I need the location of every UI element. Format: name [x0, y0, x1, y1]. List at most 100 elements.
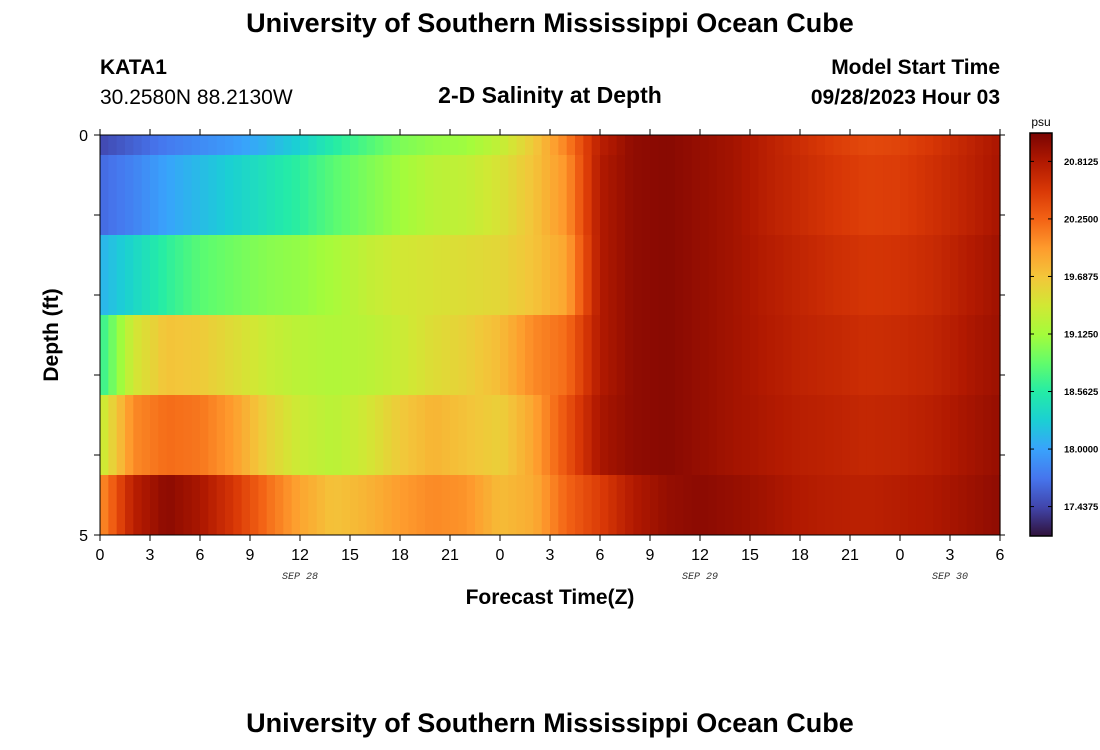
- heatmap-cell: [458, 475, 468, 536]
- heatmap-cell: [208, 395, 218, 476]
- heatmap-cell: [350, 315, 359, 396]
- heatmap-cell: [425, 135, 434, 156]
- heatmap-cell: [258, 235, 268, 316]
- heatmap-cell: [850, 315, 859, 396]
- heatmap-cell: [450, 135, 459, 156]
- heatmap-cell: [175, 315, 184, 396]
- x-tick-label: 9: [646, 547, 655, 564]
- heatmap-cell: [583, 315, 593, 396]
- heatmap-cell: [133, 475, 143, 536]
- heatmap-cell: [975, 395, 984, 476]
- heatmap-cell: [408, 395, 418, 476]
- colorbar-ticks: 20.8125 20.2500 19.6875 19.1250 18.5625 18.00…: [1030, 157, 1099, 513]
- heatmap-cell: [858, 135, 868, 156]
- heatmap-cell: [691, 155, 701, 236]
- heatmap-cell: [150, 315, 159, 396]
- heatmap-cell: [875, 135, 884, 156]
- heatmap-cell: [933, 395, 943, 476]
- x-tick-label: 6: [596, 547, 605, 564]
- heatmap-cell: [683, 155, 693, 236]
- heatmap-cell: [750, 475, 759, 536]
- heatmap-cell: [858, 155, 868, 236]
- heatmap-cell: [333, 155, 343, 236]
- heatmap-cell: [325, 315, 334, 396]
- heatmap-cell: [366, 315, 376, 396]
- x-date-label: SEP 29: [682, 572, 718, 583]
- heatmap-cell: [275, 235, 284, 316]
- heatmap-cell: [400, 135, 409, 156]
- heatmap-cell: [500, 235, 509, 316]
- heatmap-cell: [650, 235, 659, 316]
- heatmap-cell: [166, 135, 176, 156]
- heatmap-cell: [883, 135, 893, 156]
- heatmap-cell: [450, 475, 459, 536]
- heatmap-cell: [525, 155, 534, 236]
- heatmap-cell: [983, 315, 993, 396]
- heatmap-cell: [700, 315, 709, 396]
- heatmap-cell: [516, 475, 526, 536]
- heatmap-cell: [533, 315, 543, 396]
- heatmap-cell: [416, 235, 426, 316]
- heatmap-cell: [683, 315, 693, 396]
- heatmap-cell: [708, 135, 718, 156]
- x-tick-label: 21: [841, 547, 859, 564]
- heatmap-cell: [741, 235, 751, 316]
- chart-title: 2-D Salinity at Depth: [438, 82, 662, 108]
- heatmap-cell: [225, 475, 234, 536]
- heatmap-cell: [891, 475, 901, 536]
- heatmap-cell: [658, 475, 668, 536]
- heatmap-cell: [266, 155, 276, 236]
- heatmap-cell: [441, 475, 451, 536]
- heatmap-cell: [191, 315, 201, 396]
- heatmap-cell: [150, 235, 159, 316]
- heatmap-cell: [575, 235, 584, 316]
- heatmap-cell: [475, 395, 484, 476]
- x-tick-label: 6: [196, 547, 205, 564]
- heatmap-cell: [341, 235, 351, 316]
- heatmap-cell: [325, 155, 334, 236]
- heatmap-cell: [216, 235, 226, 316]
- heatmap-cell: [375, 235, 384, 316]
- heatmap-cell: [450, 395, 459, 476]
- heatmap-cell: [366, 475, 376, 536]
- heatmap-cell: [341, 155, 351, 236]
- heatmap-cell: [258, 475, 268, 536]
- heatmap-cell: [650, 475, 659, 536]
- heatmap-cell: [308, 475, 318, 536]
- heatmap-cell: [216, 475, 226, 536]
- heatmap-cell: [883, 315, 893, 396]
- heatmap-cell: [416, 395, 426, 476]
- heatmap-cell: [300, 235, 309, 316]
- heatmap-cell: [575, 155, 584, 236]
- heatmap-cell: [750, 235, 759, 316]
- heatmap-cell: [583, 475, 593, 536]
- heatmap-cell: [875, 235, 884, 316]
- heatmap-cell: [241, 235, 251, 316]
- heatmap-cell: [175, 235, 184, 316]
- heatmap-cell: [350, 155, 359, 236]
- heatmap-cell: [125, 135, 134, 156]
- heatmap-cell: [175, 155, 184, 236]
- heatmap-cell: [550, 155, 559, 236]
- heatmap-cell: [991, 475, 1001, 536]
- heatmap-cell: [358, 235, 368, 316]
- heatmap-cell: [491, 315, 501, 396]
- heatmap-cell: [233, 395, 243, 476]
- station-name: KATA1: [100, 56, 167, 79]
- heatmap-cell: [233, 235, 243, 316]
- heatmap-cell: [791, 235, 801, 316]
- heatmap-cell: [708, 475, 718, 536]
- heatmap-cell: [175, 395, 184, 476]
- heatmap-cell: [700, 235, 709, 316]
- x-tick-label: 18: [391, 547, 409, 564]
- heatmap-cell: [491, 155, 501, 236]
- heatmap-cell: [141, 475, 151, 536]
- heatmap-cell: [958, 235, 968, 316]
- heatmap-cell: [691, 395, 701, 476]
- heatmap-cell: [383, 155, 393, 236]
- x-tick-label: 15: [741, 547, 759, 564]
- heatmap-cell: [766, 315, 776, 396]
- heatmap-cell: [966, 155, 976, 236]
- heatmap-cell: [433, 395, 443, 476]
- heatmap-cell: [191, 395, 201, 476]
